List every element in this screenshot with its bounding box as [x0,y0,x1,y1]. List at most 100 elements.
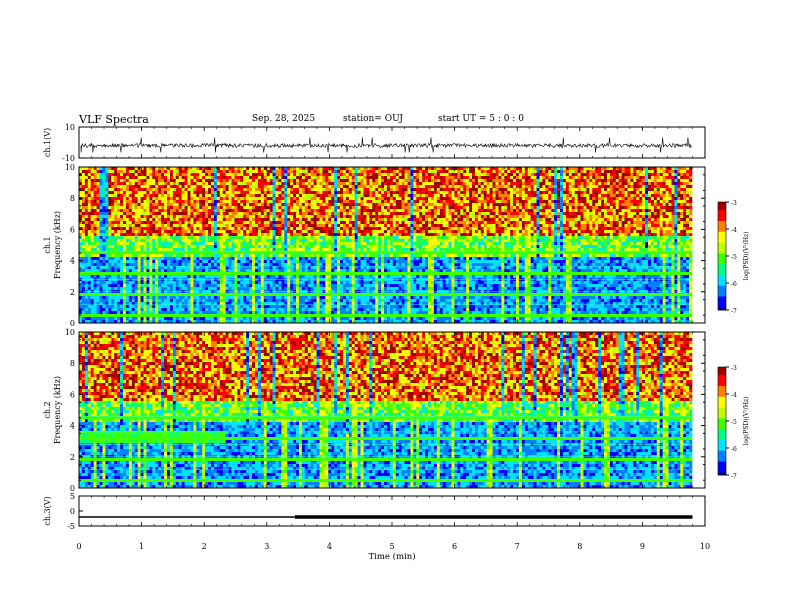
heatmap-cell [111,203,115,207]
heatmap-cell [296,197,300,201]
heatmap-cell [79,224,83,228]
heatmap-cell [149,233,153,237]
heatmap-cell [164,317,168,321]
heatmap-cell [307,179,312,183]
heatmap-cell [166,197,171,201]
heatmap-cell [322,263,326,267]
heatmap-cell [319,275,323,279]
heatmap-cell [272,320,276,324]
heatmap-cell [345,272,350,276]
heatmap-cell [125,173,130,177]
heatmap-cell [184,266,188,270]
heatmap-cell [231,194,235,198]
heatmap-cell [102,224,106,228]
heatmap-cell [155,299,159,303]
heatmap-cell [90,230,94,234]
heatmap-cell [240,170,244,174]
heatmap-cell [249,293,253,297]
heatmap-cell [152,185,156,189]
heatmap-cell [337,266,341,270]
heatmap-cell [278,317,282,321]
heatmap-cell [345,266,350,270]
heatmap-cell [99,188,103,192]
heatmap-cell [87,170,92,174]
heatmap-cell [316,179,320,183]
heatmap-cell [87,218,92,222]
heatmap-cell [334,272,338,276]
heatmap-cell [120,176,124,180]
heatmap-cell [348,245,353,249]
heatmap-cell [181,281,185,285]
heatmap-cell [96,305,100,309]
heatmap-cell [296,272,300,276]
heatmap-cell [287,311,291,315]
heatmap-cell [137,167,141,171]
heatmap-cell [304,302,309,306]
heatmap-cell [272,170,276,174]
heatmap-cell [263,197,268,201]
heatmap-cell [190,317,194,321]
heatmap-cell [234,260,238,264]
heatmap-cell [84,203,89,207]
heatmap-cell [257,308,262,312]
heatmap-cell [149,296,153,300]
heatmap-cell [281,266,285,270]
heatmap-cell [328,215,332,219]
heatmap-cell [316,311,320,315]
heatmap-cell [337,236,341,240]
heatmap-cell [134,317,138,321]
heatmap-cell [252,194,256,198]
heatmap-cell [269,173,273,177]
heatmap-cell [175,272,180,276]
heatmap-cell [272,236,276,240]
heatmap-cell [202,254,206,258]
heatmap-cell [131,206,136,210]
heatmap-cell [328,173,332,177]
heatmap-cell [331,245,335,249]
heatmap-cell [205,212,209,216]
heatmap-cell [351,206,355,210]
heatmap-cell [99,179,103,183]
heatmap-cell [269,197,273,201]
heatmap-cell [263,263,268,267]
heatmap-cell [210,170,215,174]
heatmap-cell [331,239,335,243]
heatmap-cell [152,179,156,183]
heatmap-cell [345,299,350,303]
heatmap-cell [131,215,136,219]
heatmap-cell [325,212,329,216]
heatmap-cell [225,230,229,234]
heatmap-cell [123,320,127,324]
heatmap-cell [307,167,312,171]
heatmap-cell [246,254,250,258]
heatmap-cell [99,227,103,231]
heatmap-cell [96,293,100,297]
heatmap-cell [184,224,188,228]
heatmap-cell [319,281,323,285]
heatmap-cell [278,197,282,201]
heatmap-cell [187,230,191,234]
heatmap-cell [96,299,100,303]
heatmap-cell [190,254,194,258]
heatmap-cell [155,176,159,180]
heatmap-cell [240,248,244,252]
heatmap-cell [319,257,323,261]
heatmap-cell [155,305,159,309]
heatmap-cell [93,191,97,195]
heatmap-cell [234,266,238,270]
heatmap-cell [199,224,203,228]
heatmap-cell [278,320,282,324]
heatmap-cell [161,194,165,198]
heatmap-cell [87,224,92,228]
heatmap-cell [155,230,159,234]
heatmap-cell [325,194,329,198]
heatmap-cell [260,182,265,186]
heatmap-cell [319,284,323,288]
heatmap-cell [131,191,136,195]
heatmap-cell [249,269,253,273]
heatmap-cell [313,266,317,270]
heatmap-cell [90,257,94,261]
heatmap-cell [158,206,162,210]
heatmap-cell [164,272,168,276]
heatmap-cell [210,287,215,291]
